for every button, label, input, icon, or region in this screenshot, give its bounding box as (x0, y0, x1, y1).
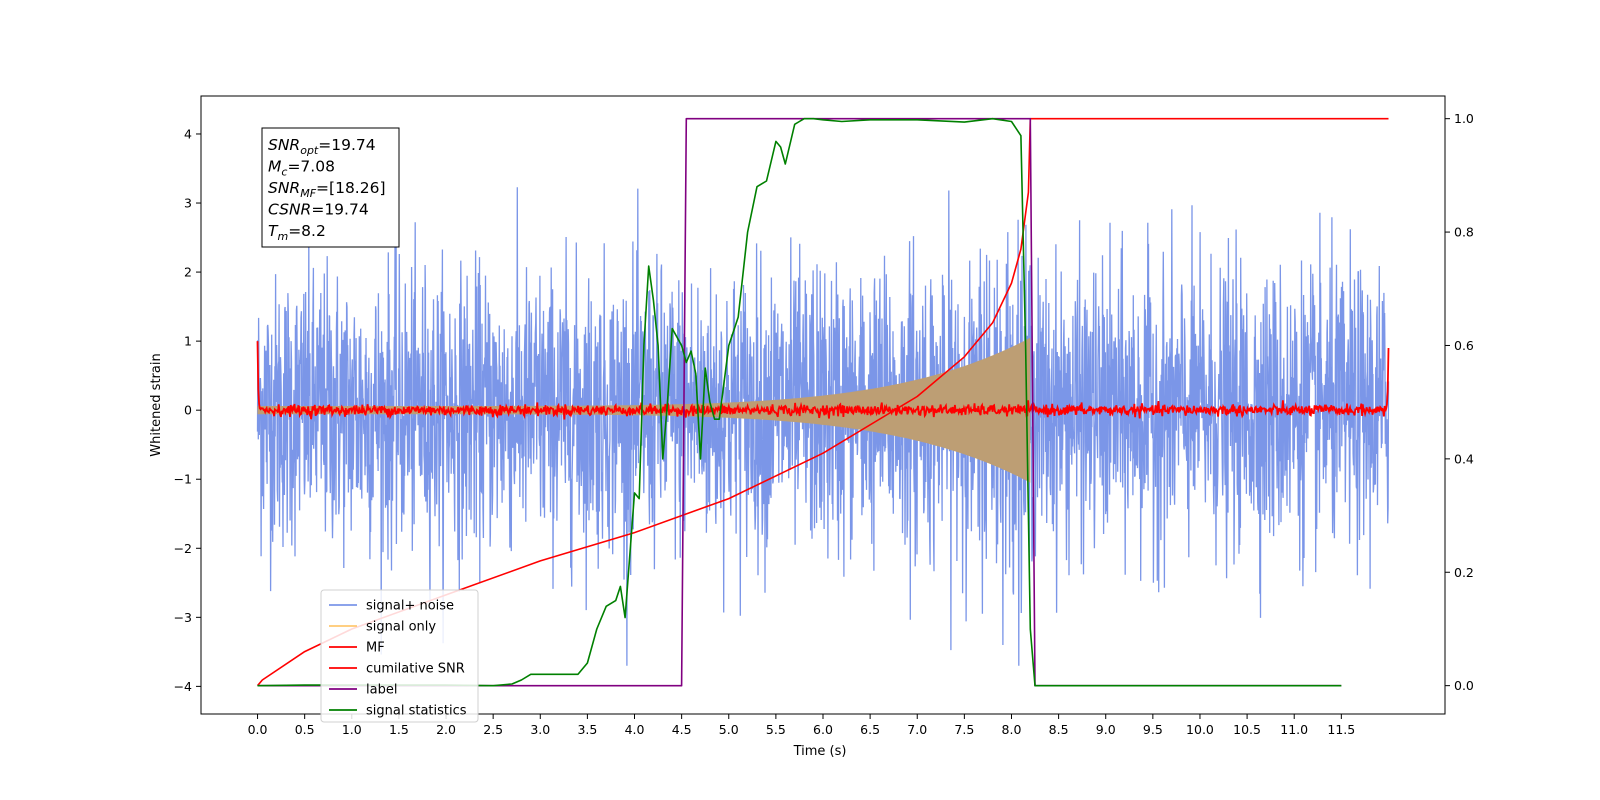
legend-label: signal+ noise (366, 599, 454, 614)
x-axis-label: Time (s) (793, 744, 847, 759)
annotation-box: SNRopt=19.74Mc=7.08SNRMF=[18.26]CSNR=19.… (261, 127, 400, 248)
legend-label: signal statistics (366, 704, 467, 719)
x-tick-label: 10.0 (1186, 722, 1214, 737)
y-axis-label: Whitened strain (149, 353, 164, 456)
legend-item-signal-noise: signal+ noise (329, 599, 454, 614)
annotation-line: Mc=7.08 (268, 158, 335, 179)
legend-item-label: label (329, 683, 397, 698)
x-tick-label: 3.0 (530, 722, 550, 737)
annotation-line: Tm=8.2 (268, 222, 326, 243)
x-tick-label: 11.5 (1327, 722, 1355, 737)
series-signal-noise (256, 187, 1390, 666)
x-tick-label: 6.0 (813, 722, 833, 737)
y-tick-label: 1 (184, 334, 192, 349)
x-tick-label: 1.5 (389, 722, 409, 737)
x-tick-label: 5.5 (766, 722, 786, 737)
y-tick-label: −2 (174, 541, 192, 556)
x-tick-label: 3.5 (577, 722, 597, 737)
x-tick-label: 2.5 (483, 722, 503, 737)
legend: signal+ noise signal only MF cumilative SNR… (320, 589, 479, 723)
y-tick-label: −4 (174, 679, 192, 694)
y-axis-right: 0.0 0.2 0.4 0.6 0.8 1.0 (1445, 111, 1474, 693)
y2-tick-label: 0.6 (1454, 338, 1474, 353)
y-tick-label: −3 (174, 610, 192, 625)
x-tick-label: 6.5 (860, 722, 880, 737)
series-signal-statistics (257, 117, 1342, 687)
y2-tick-label: 1.0 (1454, 111, 1474, 126)
legend-item-signal-statistics: signal statistics (329, 704, 467, 719)
x-tick-label: 7.5 (954, 722, 974, 737)
legend-label: cumilative SNR (366, 662, 465, 677)
x-tick-label: 4.0 (625, 722, 645, 737)
x-tick-label: 1.0 (342, 722, 362, 737)
x-tick-label: 8.5 (1049, 722, 1069, 737)
x-tick-label: 0.5 (295, 722, 315, 737)
x-tick-label: 4.5 (672, 722, 692, 737)
x-axis: 0.0 0.5 1.0 1.5 2.0 2.5 3.0 3.5 4.0 4.5 5.0 5.5 6.0 6… (248, 714, 1355, 737)
y-axis-left: −4 −3 −2 −1 0 1 2 3 4 (174, 126, 201, 694)
y2-tick-label: 0.4 (1454, 451, 1474, 466)
x-tick-label: 11.0 (1280, 722, 1308, 737)
x-tick-label: 10.5 (1233, 722, 1261, 737)
y2-tick-label: 0.2 (1454, 565, 1474, 580)
x-tick-label: 8.0 (1002, 722, 1022, 737)
series-mf (256, 341, 1390, 420)
x-tick-label: 9.0 (1096, 722, 1116, 737)
x-tick-label: 7.0 (907, 722, 927, 737)
y2-tick-label: 0.0 (1454, 678, 1474, 693)
y2-tick-label: 0.8 (1454, 225, 1474, 240)
annotation-line: SNRopt=19.74 (268, 136, 376, 157)
legend-label: MF (366, 641, 385, 656)
x-tick-label: 9.5 (1143, 722, 1163, 737)
annotation-line: SNRMF=[18.26] (268, 179, 386, 200)
y-tick-label: 3 (184, 196, 192, 211)
legend-item-cumilative-snr: cumilative SNR (329, 662, 465, 677)
x-tick-label: 2.0 (436, 722, 456, 737)
x-tick-label: 5.0 (719, 722, 739, 737)
legend-item-signal-only: signal only (329, 620, 436, 635)
y-tick-label: 2 (184, 265, 192, 280)
legend-item-mf: MF (329, 641, 385, 656)
y-tick-label: 4 (184, 126, 192, 141)
y-tick-label: 0 (184, 403, 192, 418)
legend-label: signal only (366, 620, 436, 635)
y-tick-label: −1 (174, 472, 192, 487)
series-signal-only (257, 337, 1031, 483)
legend-label: label (366, 683, 397, 698)
annotation-line: CSNR=19.74 (268, 201, 369, 219)
x-tick-label: 0.0 (248, 722, 268, 737)
